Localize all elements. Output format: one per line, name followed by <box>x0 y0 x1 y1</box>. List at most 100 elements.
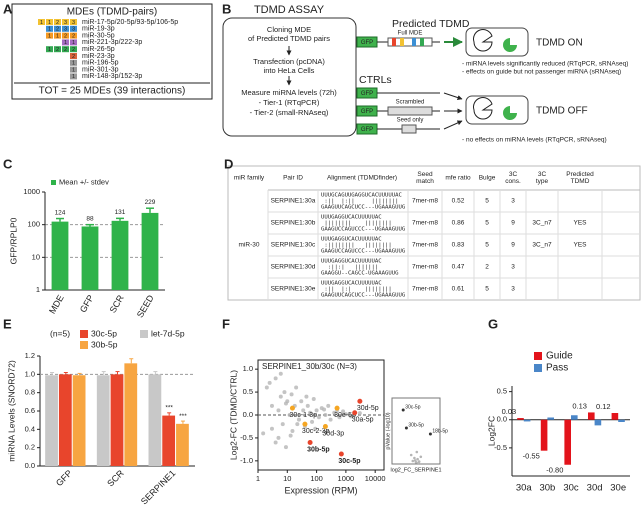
annotation: (n=5) <box>50 328 70 338</box>
badge-number: 3 <box>64 20 67 26</box>
bar <box>587 412 595 420</box>
family: miR-30 <box>239 242 260 249</box>
y-tick-label: -1.0 <box>240 456 253 465</box>
table-header: Bulge <box>479 175 496 182</box>
point <box>311 396 316 401</box>
table-header: Seed <box>417 171 433 178</box>
panel-a-box <box>11 3 213 100</box>
point <box>314 408 319 413</box>
point-label: 30c-1-3p <box>289 412 317 419</box>
mirna-name: miR-17-5p/20-5p/93-5p/106-5p <box>82 19 178 26</box>
point <box>322 407 327 412</box>
mirna-name: miR-148-3p/152-3p <box>82 73 142 80</box>
insert-stripe <box>392 38 396 46</box>
value-label: -0.55 <box>523 452 540 461</box>
point-label: 30c-5p <box>338 458 360 465</box>
point <box>411 459 415 463</box>
chart-title: SERPINE1_30b/30c (N=3) <box>262 362 357 371</box>
badge-number: 2 <box>56 47 59 53</box>
badge <box>54 32 61 39</box>
point <box>283 401 288 406</box>
bar <box>611 413 619 420</box>
workflow-step: of Predicted TDMD pairs <box>248 34 330 43</box>
point <box>296 417 301 422</box>
alignment-line: UUUGCAGUUGAGGUCACUUUUUAC <box>321 193 402 199</box>
ago-icon <box>473 29 493 52</box>
point <box>280 422 285 427</box>
table-header: Pair ID <box>283 175 303 182</box>
badge <box>46 19 53 25</box>
significance: *** <box>179 413 187 420</box>
alignment-line: UUUGAGGUCACUUUUUAC <box>321 281 382 287</box>
badge-number: 3 <box>72 27 75 33</box>
highlight-point <box>352 410 358 416</box>
badge-number: 1 <box>72 67 75 73</box>
y-tick-label: 1 <box>36 285 40 294</box>
point <box>273 376 278 381</box>
insert-stripe <box>420 38 424 46</box>
cell: 7mer-m8 <box>412 286 438 293</box>
point <box>308 410 313 415</box>
insert-stripe <box>400 38 404 46</box>
point <box>269 403 274 408</box>
cell: 9 <box>511 220 515 227</box>
point-label: 30c-2-3p <box>302 428 330 435</box>
point <box>294 385 299 390</box>
insert-stripe <box>412 38 416 46</box>
bar <box>594 419 602 426</box>
point <box>278 371 283 376</box>
badge <box>38 19 45 25</box>
cell: 3C_n7 <box>532 220 552 227</box>
badge <box>70 59 77 66</box>
panel-label: E <box>3 316 12 331</box>
value-label: 229 <box>145 199 156 206</box>
pair-id: SERPINE1:30e <box>271 286 316 293</box>
insert-label: Seed only <box>397 118 424 124</box>
table-header: 3C <box>509 171 518 178</box>
mde-insert <box>387 37 433 47</box>
highlight-point <box>357 398 363 404</box>
badge <box>62 32 69 39</box>
highlight-point <box>289 405 295 411</box>
pair-id: SERPINE1:30b <box>271 220 316 227</box>
x-tick-label: SCR <box>108 293 126 315</box>
alignment-line: GAAGUCCAGUCCC---UGAAAGUUG <box>321 249 406 255</box>
alignment-line: UUUGAGGUCACUUUUUAC <box>321 237 382 243</box>
cell: 0.61 <box>452 286 465 293</box>
point <box>264 385 269 390</box>
cell: 3C_n7 <box>532 242 552 249</box>
table-header: match <box>416 178 434 185</box>
x-tick-label: 1000 <box>338 474 355 483</box>
alignment-line: GAAGUCCAGUCCC---UGAAAGUUG <box>321 227 406 233</box>
point <box>349 414 354 419</box>
badge-number: 3 <box>72 20 75 26</box>
badge <box>70 66 77 73</box>
note: - miRNA levels significantly reduced (RT… <box>462 61 628 68</box>
badge <box>54 19 61 25</box>
point <box>326 403 331 408</box>
ago-icon <box>473 97 493 120</box>
mirna-name: miR-301-3p <box>82 66 119 73</box>
bar <box>141 212 159 290</box>
bar <box>45 375 58 466</box>
point <box>417 461 420 465</box>
panel-a-title: MDEs (TDMD-pairs) <box>67 7 158 18</box>
badge-number: 2 <box>64 33 67 39</box>
table-header: cons. <box>505 178 521 185</box>
y-tick-label: 1.0 <box>243 364 253 373</box>
y-tick-label: 1.0 <box>25 369 35 378</box>
table-header: miR family <box>234 175 265 182</box>
badge <box>46 25 53 32</box>
alignment-line: :|| |:| |||||||| <box>321 287 392 293</box>
legend-swatch <box>80 330 88 338</box>
badge-number: 1 <box>40 20 43 26</box>
bar <box>176 423 189 466</box>
badge <box>46 46 53 53</box>
table-header: type <box>536 178 549 185</box>
highlight-point <box>307 440 313 445</box>
bar <box>81 226 99 290</box>
result-label: TDMD ON <box>536 38 583 49</box>
point <box>310 419 315 424</box>
x-tick-label: SERPINE1 <box>139 468 178 507</box>
alignment-line: UUUGAGGUCACUUUUUAC <box>321 215 382 221</box>
